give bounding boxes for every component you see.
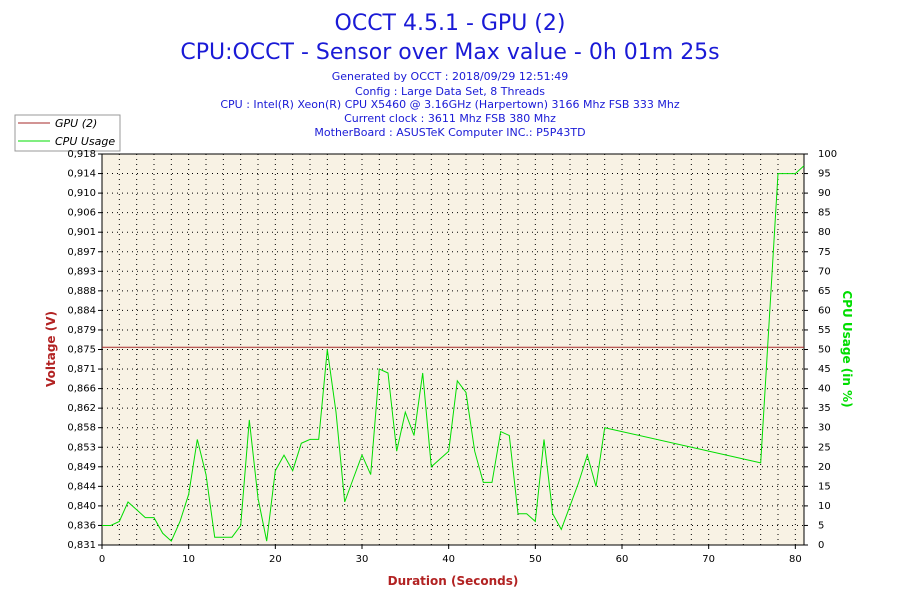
y-tick-label: 0,884	[67, 305, 96, 316]
x-tick-label: 80	[789, 554, 802, 565]
left-axis-ticks: 0,831 0,836 0,840 0,844 0,849 0,853 0,858 0,862…	[67, 149, 102, 551]
y-tick-label: 0,836	[67, 520, 96, 531]
x-tick-label: 50	[529, 554, 542, 565]
y2-tick-label: 85	[818, 208, 831, 219]
legend-label-cpu-usage: CPU Usage	[55, 135, 115, 148]
y2-tick-label: 95	[818, 169, 831, 180]
y2-tick-label: 100	[818, 149, 837, 160]
y-tick-label: 0,901	[67, 227, 96, 238]
info-block: Generated by OCCT : 2018/09/29 12:51:49 …	[220, 70, 680, 139]
y2-tick-label: 0	[818, 540, 824, 551]
y2-tick-label: 75	[818, 247, 831, 258]
chart-subtitle: CPU:OCCT - Sensor over Max value - 0h 01…	[180, 40, 719, 65]
right-axis-ticks: 0 5 10 15 20 25 30 35 40 45 50 55 60 65 70 75 80 85 90 95 10…	[804, 149, 837, 551]
series-lines	[102, 165, 805, 542]
y-tick-label: 0,849	[67, 462, 96, 473]
y2-tick-label: 35	[818, 403, 831, 414]
x-axis-ticks: 0 10 20 30 40 50 60 70 80	[99, 545, 802, 565]
y-tick-label: 0,840	[67, 501, 96, 512]
y2-tick-label: 5	[818, 520, 824, 531]
legend: GPU (2) CPU Usage	[14, 114, 121, 152]
y-tick-label: 0,897	[67, 247, 96, 258]
y-tick-label: 0,831	[67, 540, 96, 551]
x-tick-label: 60	[616, 554, 629, 565]
y2-tick-label: 65	[818, 286, 831, 297]
x-tick-label: 30	[356, 554, 369, 565]
y2-tick-label: 30	[818, 423, 831, 434]
y2-tick-label: 50	[818, 345, 831, 356]
info-line-generated: Generated by OCCT : 2018/09/29 12:51:49	[332, 70, 569, 83]
y-tick-label: 0,906	[67, 208, 96, 219]
y2-tick-label: 40	[818, 384, 831, 395]
y-tick-label: 0,893	[67, 266, 96, 277]
y-tick-label: 0,853	[67, 442, 96, 453]
series-line-cpu-usage	[102, 165, 805, 542]
info-line-clock: Current clock : 3611 Mhz FSB 380 Mhz	[344, 112, 556, 125]
y2-tick-label: 60	[818, 305, 831, 316]
y2-tick-label: 55	[818, 325, 831, 336]
y2-axis-title: CPU Usage (in %)	[840, 290, 854, 407]
y2-tick-label: 20	[818, 462, 831, 473]
y-tick-label: 0,888	[67, 286, 96, 297]
x-tick-label: 20	[269, 554, 282, 565]
legend-label-gpu: GPU (2)	[55, 117, 97, 130]
x-tick-label: 10	[182, 554, 195, 565]
x-axis-title: Duration (Seconds)	[388, 574, 519, 588]
x-tick-label: 0	[99, 554, 105, 565]
y2-tick-label: 10	[818, 501, 831, 512]
y2-tick-label: 90	[818, 188, 831, 199]
y2-tick-label: 25	[818, 442, 831, 453]
y-tick-label: 0,858	[67, 423, 96, 434]
y-tick-label: 0,910	[67, 188, 96, 199]
grid	[102, 154, 804, 545]
info-line-motherboard: MotherBoard : ASUSTeK Computer INC.: P5P…	[314, 126, 585, 139]
y2-tick-label: 80	[818, 227, 831, 238]
y-tick-label: 0,844	[67, 481, 96, 492]
y2-tick-label: 15	[818, 481, 831, 492]
legend-frame	[14, 114, 121, 152]
y-tick-label: 0,875	[67, 345, 96, 356]
y-tick-label: 0,866	[67, 384, 96, 395]
y-axis-title: Voltage (V)	[44, 311, 58, 387]
info-line-cpu: CPU : Intel(R) Xeon(R) CPU X5460 @ 3.16G…	[220, 98, 680, 111]
y2-tick-label: 45	[818, 364, 831, 375]
y-tick-label: 0,918	[67, 149, 96, 160]
y-tick-label: 0,914	[67, 169, 96, 180]
x-tick-label: 70	[702, 554, 715, 565]
info-line-config: Config : Large Data Set, 8 Threads	[355, 85, 545, 98]
y-tick-label: 0,871	[67, 364, 96, 375]
y2-tick-label: 70	[818, 266, 831, 277]
x-tick-label: 40	[442, 554, 455, 565]
y-tick-label: 0,862	[67, 403, 96, 414]
chart-title: OCCT 4.5.1 - GPU (2)	[335, 11, 566, 36]
y-tick-label: 0,879	[67, 325, 96, 336]
